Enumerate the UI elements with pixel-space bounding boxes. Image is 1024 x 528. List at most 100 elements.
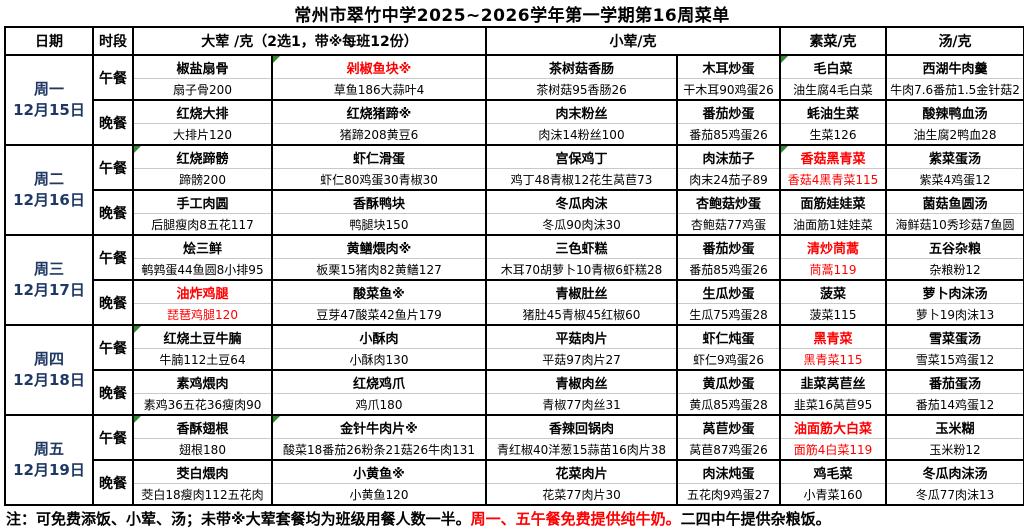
dish-cell: 小酥肉小酥肉130 <box>271 324 487 371</box>
dish-cell: 菠菜菠菜115 <box>779 279 887 326</box>
dish-name: 虾仁炖蛋 <box>679 327 778 349</box>
dish-cell: 香菇黑青菜 香菇4黑青菜115 <box>779 144 887 191</box>
dish-detail: 茭白18瘦肉112五花肉 <box>141 487 264 502</box>
dish-name: 萝卜肉沫汤 <box>888 282 1022 304</box>
dish-detail: 蹄髈200 <box>179 172 226 187</box>
dish-detail: 鹌鹑蛋44鱼圆8小排95 <box>141 262 264 277</box>
dish-cell: 椒盐扇骨 扇子骨200 <box>132 54 273 101</box>
dish-cell: 油面筋大白菜 面筋4白菜119 <box>779 414 887 461</box>
dish-detail: 茶树菇95香肠26 <box>536 82 627 97</box>
dish-detail: 鸡丁48青椒12花生莴苣73 <box>510 172 653 187</box>
dish-cell: 韭菜莴苣丝韭菜16莴苣95 <box>779 369 887 416</box>
dish-detail: 黑青菜115 <box>803 352 863 367</box>
dish-detail: 韭菜16莴苣95 <box>793 397 873 412</box>
dish-cell: 黑青菜 黑青菜115 <box>779 324 887 371</box>
date-label: 12月15日 <box>13 101 85 119</box>
dish-name: 油炸鸡腿 <box>135 282 270 304</box>
date-label: 12月16日 <box>13 191 85 209</box>
dish-name: 菠菜 <box>782 282 884 304</box>
meal-period-cell: 晚餐 <box>92 189 134 236</box>
header-meat-main: 大荤 /克（2选1，带※每班12份） <box>132 26 487 56</box>
dish-detail: 玉米粉12 <box>929 442 981 457</box>
dish-name: 茶树菇香肠 <box>488 57 675 79</box>
dish-detail: 黄瓜85鸡蛋28 <box>689 397 768 412</box>
dish-cell: 手工肉圆后腿瘦肉8五花117 <box>132 189 273 236</box>
dish-name: 鸡毛菜 <box>782 462 884 484</box>
dish-name: 酸辣鸭血汤 <box>888 102 1022 124</box>
dish-detail: 干木耳90鸡蛋26 <box>683 82 774 97</box>
dish-cell: 红烧土豆牛腩 牛腩112土豆64 <box>132 324 273 371</box>
dish-name: 韭菜莴苣丝 <box>782 372 884 394</box>
dish-cell: 酸辣鸭血汤 油生腐2鸭血28 <box>885 99 1024 146</box>
dish-detail: 肉沫14粉丝100 <box>538 127 625 142</box>
meal-row: 周一 12月15日 午餐 椒盐扇骨 扇子骨200 剁椒鱼块※ 草鱼186大蒜叶4 茶树菇香肠茶… <box>4 54 1024 146</box>
dish-cell: 番茄炒蛋 番茄85鸡蛋26 <box>676 234 781 281</box>
dish-detail: 扇子骨200 <box>173 82 232 97</box>
dish-detail: 紫菜4鸡蛋12 <box>919 172 991 187</box>
dish-cell: 油炸鸡腿 琵琶鸡腿120 <box>132 279 273 326</box>
dish-name: 紫菜蛋汤 <box>888 147 1022 169</box>
dish-cell: 冬瓜肉沫 冬瓜90肉沫30 <box>485 189 678 236</box>
dish-cell: 红烧猪蹄※ 猪蹄208黄豆6 <box>271 99 487 146</box>
dish-cell: 西湖牛肉羹 牛肉7.6番茄1.5金针菇2 <box>885 54 1024 101</box>
dish-detail: 茼蒿119 <box>809 262 857 277</box>
dish-name: 香酥鸭块 <box>274 192 484 214</box>
header-date: 日期 <box>4 26 94 56</box>
day-cell: 周二 12月16日 <box>4 144 94 236</box>
dish-name: 西湖牛肉羹 <box>888 57 1022 79</box>
dish-cell: 红烧大排 大排片120 <box>132 99 273 146</box>
dish-name: 三色虾糕 <box>488 237 675 259</box>
dish-detail: 素鸡36五花36瘦肉90 <box>143 397 262 412</box>
dish-cell: 宫保鸡丁鸡丁48青椒12花生莴苣73 <box>485 144 678 191</box>
meal-period-cell: 午餐 <box>92 54 134 101</box>
dish-name: 宫保鸡丁 <box>488 147 675 169</box>
dish-name: 红烧蹄髈 <box>135 147 270 169</box>
page-title: 常州市翠竹中学2025~2026学年第一学期第16周菜单 <box>294 5 730 26</box>
footer-note-red-text: 周一、五午餐免费提供纯牛奶。 <box>470 509 681 528</box>
dish-name: 肉沫茄子 <box>679 147 778 169</box>
dish-name: 菌菇鱼圆汤 <box>888 192 1022 214</box>
menu-table: 日期 时段 大荤 /克（2选1，带※每班12份） 小荤/克 素菜/克 汤/克 周… <box>4 26 1024 506</box>
dish-cell: 鸡毛菜 小青菜160 <box>779 459 887 506</box>
dish-name: 香辣回锅肉 <box>488 417 675 439</box>
dish-name: 木耳炒蛋 <box>679 57 778 79</box>
meal-period-cell: 午餐 <box>92 144 134 191</box>
dish-cell: 肉末粉丝 肉沫14粉丝100 <box>485 99 678 146</box>
dish-cell: 红烧鸡爪 鸡爪180 <box>271 369 487 416</box>
meal-row: 晚餐 红烧大排 大排片120 红烧猪蹄※ 猪蹄208黄豆6 肉末粉丝 肉沫14粉丝100 番茄… <box>5 99 1024 146</box>
dish-detail: 后腿瘦肉8五花117 <box>151 217 254 232</box>
footer-note: 注：可免费添饭、小荤、汤；未带※大荤套餐均为班级用餐人数一半。 周一、五午餐免费提… <box>0 506 1024 528</box>
dish-detail: 雪菜15鸡蛋12 <box>915 352 995 367</box>
dish-name: 手工肉圆 <box>135 192 270 214</box>
dish-cell: 茶树菇香肠茶树菇95香肠26 <box>485 54 678 101</box>
dish-detail: 小酥肉130 <box>349 352 409 367</box>
dish-cell: 菌菇鱼圆汤 海鲜菇10秀珍菇7鱼圆 <box>885 189 1024 236</box>
footer-note-text: 注：可免费添饭、小荤、汤；未带※大荤套餐均为班级用餐人数一半。 <box>6 509 471 528</box>
dish-detail: 香菇4黑青菜115 <box>787 172 879 187</box>
header-period: 时段 <box>92 26 134 56</box>
dish-name: 平菇肉片 <box>488 327 675 349</box>
dish-name: 茭白煨肉 <box>135 462 270 484</box>
dish-cell: 茭白煨肉茭白18瘦肉112五花肉 <box>132 459 273 506</box>
dish-cell: 玉米糊 玉米粉12 <box>885 414 1024 461</box>
dish-name: 冬瓜肉沫汤 <box>888 462 1022 484</box>
dish-name: 小酥肉 <box>274 327 484 349</box>
dish-detail: 菠菜115 <box>809 307 857 322</box>
weekday-label: 周三 <box>33 260 64 278</box>
dish-name: 黄鳝煨肉※ <box>274 237 484 259</box>
dish-cell: 花菜肉片 花菜77肉片30 <box>485 459 678 506</box>
dish-name: 莴苣炒蛋 <box>679 417 778 439</box>
dish-detail: 杏鲍菇77鸡蛋 <box>690 217 767 232</box>
weekday-label: 周四 <box>33 350 64 368</box>
dish-name: 素鸡煨肉 <box>135 372 270 394</box>
dish-cell: 金针牛肉片※ 酸菜18番茄26粉条21菇26牛肉131 <box>271 414 487 461</box>
meal-row: 晚餐 手工肉圆 后腿瘦肉8五花117 香酥鸭块 鸭腿块150 冬瓜肉沫 冬瓜90肉沫30 杏鲍… <box>5 189 1024 236</box>
dish-cell: 黄瓜炒蛋 黄瓜85鸡蛋28 <box>676 369 781 416</box>
dish-name: 红烧猪蹄※ <box>274 102 484 124</box>
dish-detail: 小黄鱼120 <box>349 487 409 502</box>
day-cell: 周五 12月19日 <box>4 414 94 506</box>
dish-detail: 冬瓜77肉沫13 <box>915 487 995 502</box>
meal-period-cell: 午餐 <box>92 324 134 371</box>
meal-period-cell: 晚餐 <box>92 279 134 326</box>
